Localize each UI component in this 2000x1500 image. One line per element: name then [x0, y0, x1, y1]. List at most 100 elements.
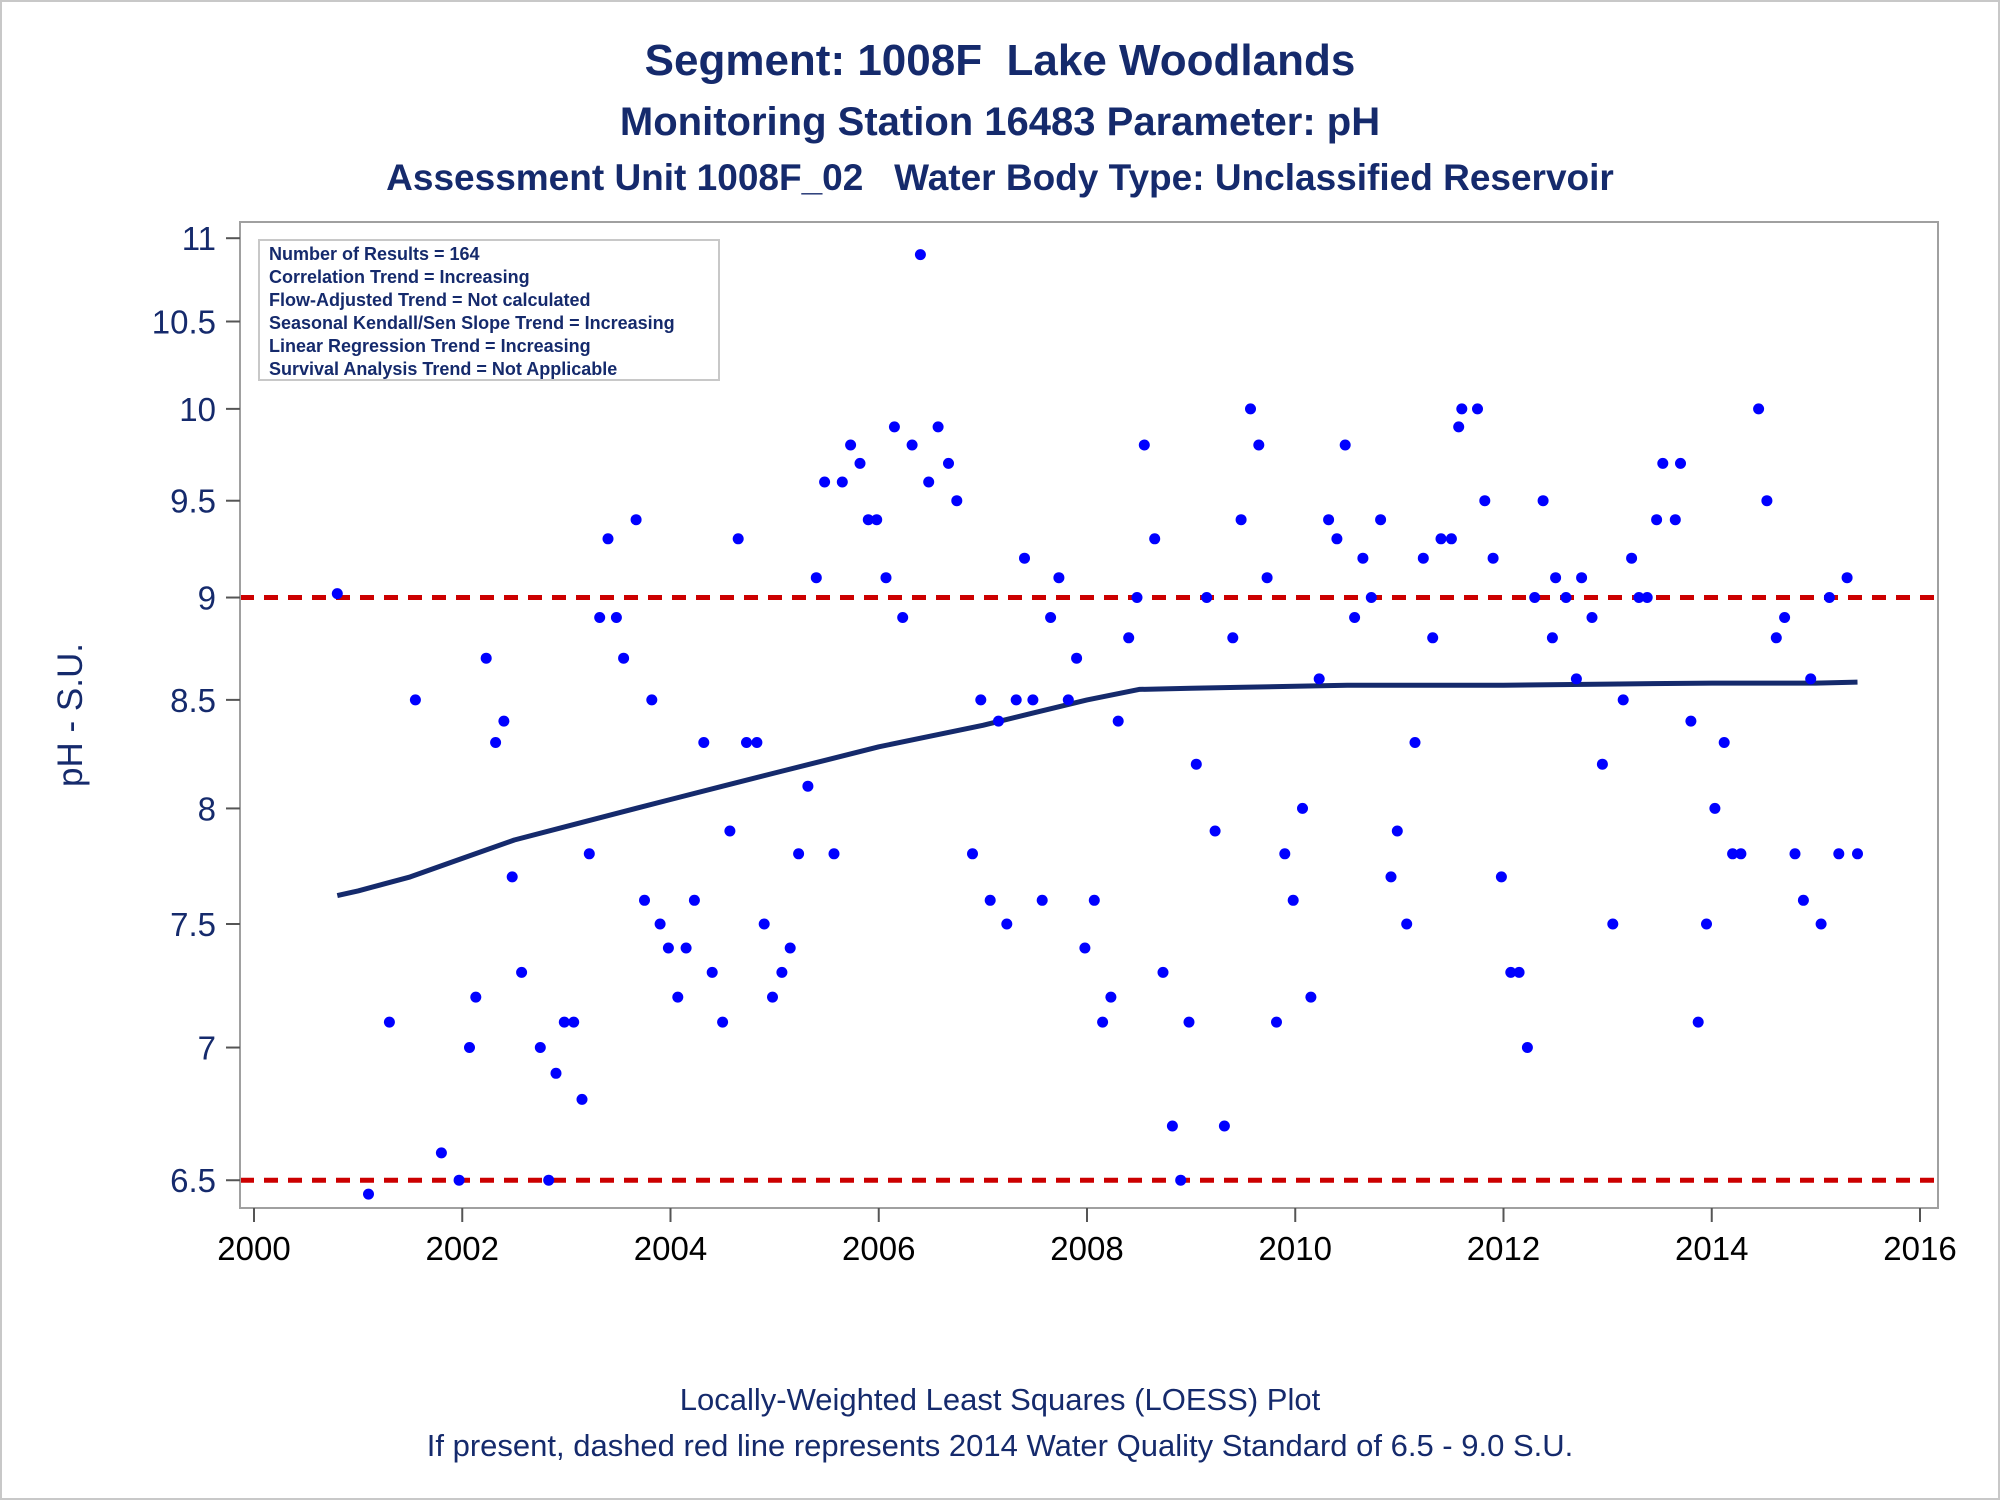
- data-point: [1495, 871, 1507, 883]
- data-point: [543, 1174, 555, 1186]
- data-point: [1010, 694, 1022, 706]
- data-point: [1560, 592, 1572, 603]
- data-point: [654, 918, 666, 930]
- data-point: [1633, 592, 1645, 603]
- data-point: [1657, 457, 1669, 469]
- data-point: [932, 421, 944, 433]
- data-point: [1235, 514, 1247, 526]
- stats-line: Correlation Trend = Increasing: [269, 267, 530, 287]
- data-point: [1675, 457, 1686, 469]
- data-point: [1735, 848, 1747, 860]
- data-point: [1245, 403, 1256, 415]
- chart-title: Segment: 1008F Lake Woodlands: [644, 36, 1356, 85]
- data-point: [1513, 966, 1525, 978]
- data-point: [383, 1016, 395, 1028]
- data-point: [1305, 991, 1317, 1003]
- data-point: [1805, 673, 1817, 685]
- data-point: [1797, 894, 1809, 906]
- data-point: [672, 991, 684, 1003]
- data-point: [1435, 533, 1447, 545]
- data-point: [409, 694, 421, 706]
- stats-line: Flow-Adjusted Trend = Not calculated: [269, 290, 591, 310]
- data-point: [1112, 715, 1124, 727]
- data-point: [1479, 495, 1491, 507]
- data-point: [576, 1093, 588, 1105]
- data-point: [1456, 403, 1468, 415]
- data-point: [1472, 403, 1483, 415]
- data-point: [506, 871, 518, 883]
- data-point: [1546, 632, 1558, 644]
- data-point: [1833, 848, 1845, 860]
- data-point: [1669, 514, 1681, 526]
- y-tick-label: 11: [182, 220, 216, 257]
- chart-subtitle-station: Monitoring Station 16483 Parameter: pH: [619, 100, 1381, 144]
- data-point: [717, 1016, 729, 1028]
- y-tick-label: 8: [198, 790, 216, 827]
- data-point: [828, 848, 840, 860]
- data-point: [1576, 572, 1588, 584]
- footnote-standard: If present, dashed red line represents 2…: [426, 1428, 1574, 1463]
- data-point: [776, 966, 788, 978]
- data-point: [498, 715, 510, 727]
- data-point: [1313, 673, 1325, 685]
- data-point: [1607, 918, 1619, 930]
- data-point: [1271, 1016, 1282, 1028]
- data-point: [1062, 694, 1074, 706]
- data-point: [1001, 918, 1013, 930]
- data-point: [951, 495, 963, 507]
- data-point: [1427, 632, 1439, 644]
- data-point: [802, 780, 814, 792]
- data-point: [1157, 966, 1169, 978]
- data-point: [1079, 942, 1091, 954]
- data-point: [1149, 533, 1161, 545]
- data-point: [470, 991, 482, 1003]
- data-point: [1261, 572, 1273, 584]
- data-point: [1088, 894, 1100, 906]
- stats-box: [258, 239, 720, 381]
- data-point: [1391, 825, 1403, 837]
- data-point: [1138, 439, 1150, 451]
- data-point: [610, 612, 622, 623]
- data-point: [1123, 632, 1135, 644]
- y-tick-label: 6.5: [170, 1162, 216, 1199]
- data-point: [680, 942, 692, 954]
- data-point: [1183, 1016, 1195, 1028]
- data-point: [630, 514, 642, 526]
- data-point: [706, 966, 718, 978]
- data-point: [862, 514, 874, 526]
- data-point: [1453, 421, 1465, 433]
- stats-line: Number of Results = 164: [269, 244, 480, 264]
- data-point: [1365, 592, 1377, 603]
- data-point: [793, 848, 805, 860]
- data-point: [1761, 495, 1773, 507]
- data-point: [993, 715, 1004, 727]
- stats-line: Seasonal Kendall/Sen Slope Trend = Incre…: [269, 313, 675, 333]
- data-point: [1521, 1042, 1533, 1053]
- y-tick-label: 9: [198, 580, 216, 617]
- data-point: [331, 588, 343, 600]
- data-point: [516, 966, 528, 978]
- data-point: [1445, 533, 1457, 545]
- data-point: [1349, 612, 1361, 623]
- data-point: [1626, 552, 1638, 564]
- data-point: [1692, 1016, 1704, 1028]
- data-point: [1201, 592, 1213, 603]
- data-point: [1190, 758, 1202, 770]
- data-point: [1287, 894, 1299, 906]
- y-tick-label: 7.5: [170, 906, 216, 943]
- data-point: [480, 652, 492, 664]
- data-point: [688, 894, 700, 906]
- x-tick-label: 2012: [1467, 1230, 1540, 1267]
- data-point: [724, 825, 736, 837]
- data-point: [751, 737, 763, 748]
- data-point: [914, 249, 926, 261]
- data-point: [810, 572, 822, 584]
- data-point: [602, 533, 614, 545]
- data-point: [1570, 673, 1582, 685]
- data-point: [871, 514, 883, 526]
- data-point: [984, 894, 996, 906]
- data-point: [975, 694, 987, 706]
- data-point: [1279, 848, 1291, 860]
- data-point: [1227, 632, 1239, 644]
